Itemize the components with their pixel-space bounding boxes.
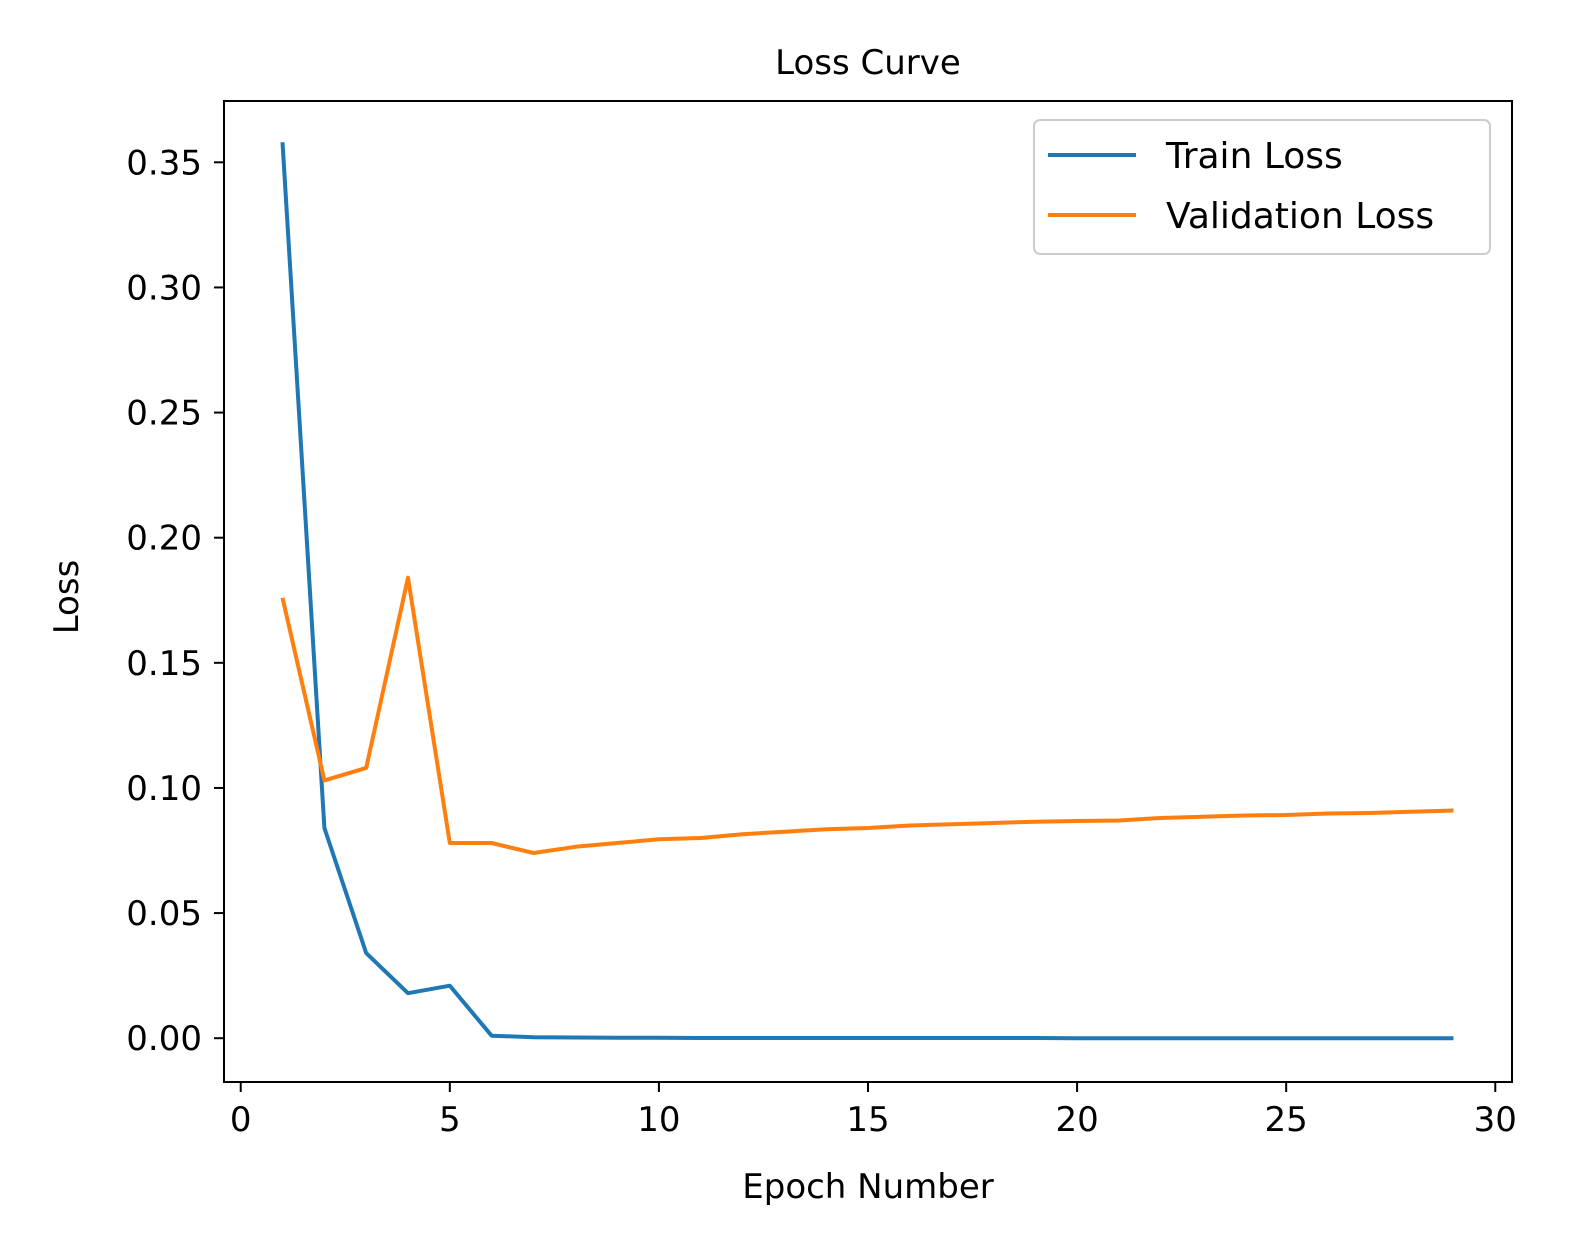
y-tick-label: 0.25: [126, 394, 202, 434]
legend-box: [1033, 119, 1491, 255]
plot-lines: [280, 142, 1454, 1041]
series-line-train-loss: [280, 142, 1454, 1041]
y-tick-label: 0.10: [126, 769, 202, 809]
y-tick-label: 0.00: [126, 1019, 202, 1059]
y-tick-label: 0.30: [126, 268, 202, 308]
x-tick-label: 25: [1265, 1100, 1308, 1140]
y-tick-label: 0.35: [126, 143, 202, 183]
y-axis-ticks: 0.00 0.05 0.10 0.15 0.20 0.25 0.30 0.35: [126, 143, 224, 1059]
x-tick-label: 5: [439, 1100, 461, 1140]
x-axis-ticks: 0 5 10 15 20 25 30: [230, 1082, 1517, 1140]
y-axis-label: Loss: [47, 560, 87, 635]
y-tick-label: 0.05: [126, 894, 202, 934]
series-line-validation-loss: [280, 575, 1454, 855]
x-tick-label: 20: [1055, 1100, 1098, 1140]
y-tick-label: 0.15: [126, 644, 202, 684]
x-tick-label: 15: [846, 1100, 889, 1140]
legend-label-train-loss: Train Loss: [1165, 136, 1343, 177]
y-tick-label: 0.20: [126, 519, 202, 559]
x-tick-label: 0: [230, 1100, 252, 1140]
legend: Train Loss Validation Loss: [1033, 119, 1491, 255]
legend-label-validation-loss: Validation Loss: [1166, 196, 1434, 237]
x-tick-label: 10: [637, 1100, 680, 1140]
x-tick-label: 30: [1474, 1100, 1517, 1140]
x-axis-label: Epoch Number: [742, 1167, 994, 1207]
chart-title: Loss Curve: [775, 43, 961, 83]
